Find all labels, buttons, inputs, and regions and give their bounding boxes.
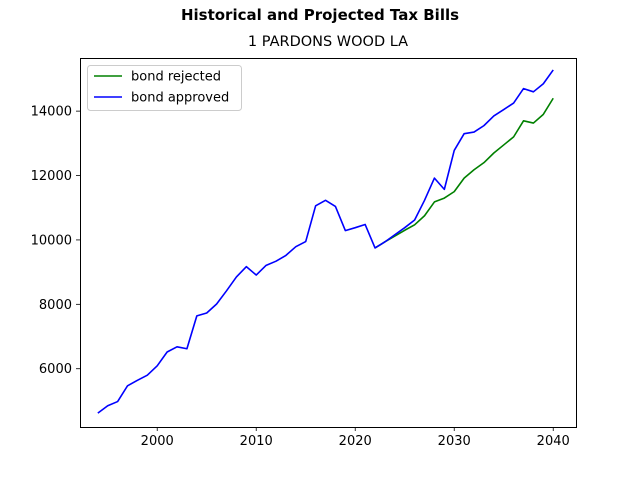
legend-label: bond rejected [131, 70, 221, 85]
y-tick-label: 10000 [31, 233, 72, 248]
y-tick-label: 6000 [39, 362, 72, 377]
x-tick-label: 2040 [537, 434, 570, 449]
x-tick-label: 2000 [141, 434, 174, 449]
x-tick-label: 2030 [438, 434, 471, 449]
legend: bond rejected bond approved [87, 65, 242, 111]
y-tick-label: 8000 [39, 298, 72, 313]
x-tick-label: 2010 [240, 434, 273, 449]
series-line-bond-approved [97, 69, 554, 414]
x-tick-label: 2020 [339, 434, 372, 449]
x-axis: 2000 2010 2020 2030 2040 [141, 427, 570, 449]
plot-lines [97, 69, 554, 414]
y-axis: 6000 8000 10000 12000 14000 [31, 105, 80, 377]
chart-title: Historical and Projected Tax Bills [180, 6, 460, 24]
y-tick-label: 12000 [31, 169, 72, 184]
series-line-bond-rejected [374, 97, 554, 249]
legend-box [87, 65, 242, 111]
plot-frame [80, 58, 577, 428]
chart-subtitle: 1 PARDONS WOOD LA [247, 34, 409, 50]
y-tick-label: 14000 [31, 105, 72, 120]
legend-label: bond approved [131, 91, 229, 106]
